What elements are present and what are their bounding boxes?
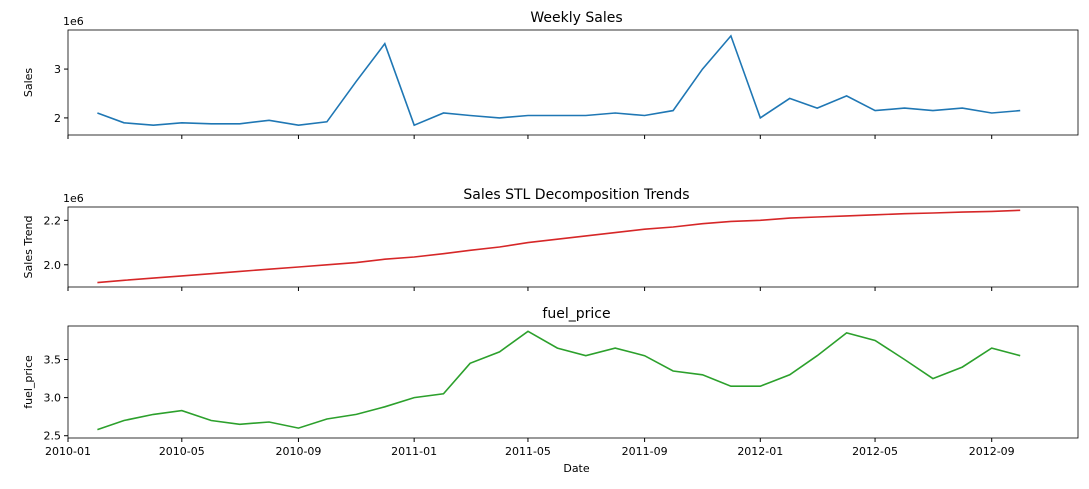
- chart-title: Weekly Sales: [530, 10, 622, 26]
- x-tick-label: 2010-01: [45, 445, 91, 458]
- axes-frame: [67, 206, 1079, 288]
- x-tick-label: 2010-05: [159, 445, 205, 458]
- offset-label: 1e6: [63, 15, 84, 28]
- x-axis-label: Date: [563, 462, 590, 475]
- y-tick-label: 2: [54, 112, 61, 125]
- x-tick-label: 2012-01: [737, 445, 783, 458]
- axes-frame: [67, 325, 1079, 439]
- x-tick-label: 2011-09: [622, 445, 668, 458]
- y-tick-label: 2.5: [44, 430, 62, 443]
- y-tick-label: 3.0: [44, 392, 62, 405]
- line-series: [97, 209, 1021, 284]
- axes-frame: [67, 29, 1079, 136]
- y-tick-label: 3: [54, 63, 61, 76]
- offset-label: 1e6: [63, 192, 84, 205]
- y-axis-label: Sales Trend: [22, 216, 35, 279]
- x-tick-label: 2011-05: [505, 445, 551, 458]
- x-tick-label: 2011-01: [391, 445, 437, 458]
- line-series: [97, 330, 1021, 431]
- y-axis-label: fuel_price: [22, 355, 35, 409]
- x-tick-label: 2012-05: [852, 445, 898, 458]
- x-tick-label: 2012-09: [969, 445, 1015, 458]
- y-tick-label: 2.2: [44, 214, 62, 227]
- y-tick-label: 3.5: [44, 354, 62, 367]
- line-series: [97, 34, 1021, 127]
- y-axis-label: Sales: [22, 68, 35, 98]
- y-tick-label: 2.0: [44, 259, 62, 272]
- chart-title: Sales STL Decomposition Trends: [463, 187, 689, 203]
- x-tick-label: 2010-09: [275, 445, 321, 458]
- chart-title: fuel_price: [542, 306, 610, 322]
